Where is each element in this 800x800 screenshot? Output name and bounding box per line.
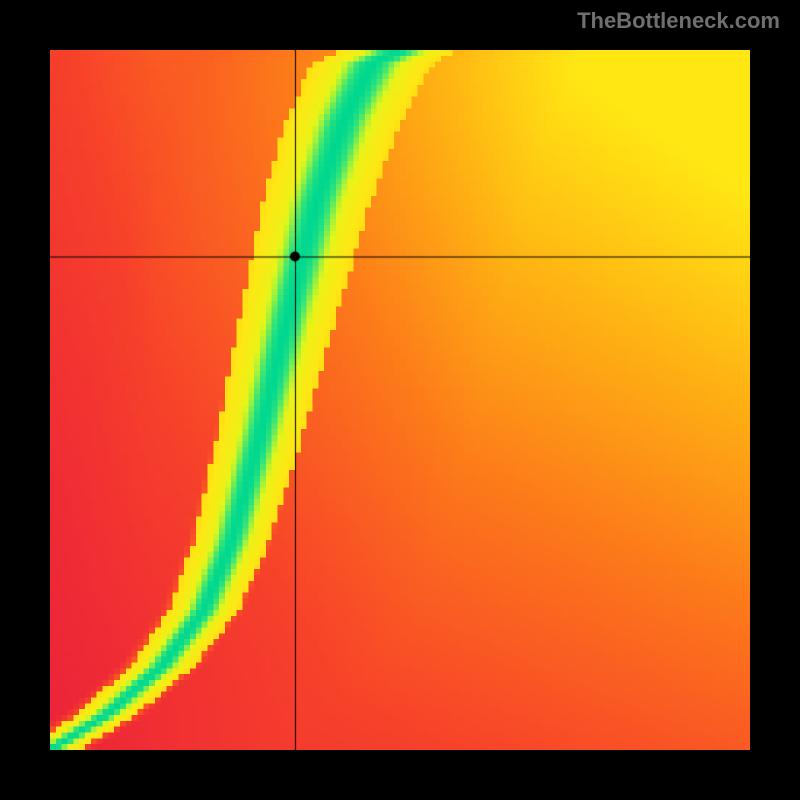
- watermark-text: TheBottleneck.com: [577, 8, 780, 34]
- chart-container: TheBottleneck.com: [0, 0, 800, 800]
- crosshair-overlay: [50, 50, 750, 750]
